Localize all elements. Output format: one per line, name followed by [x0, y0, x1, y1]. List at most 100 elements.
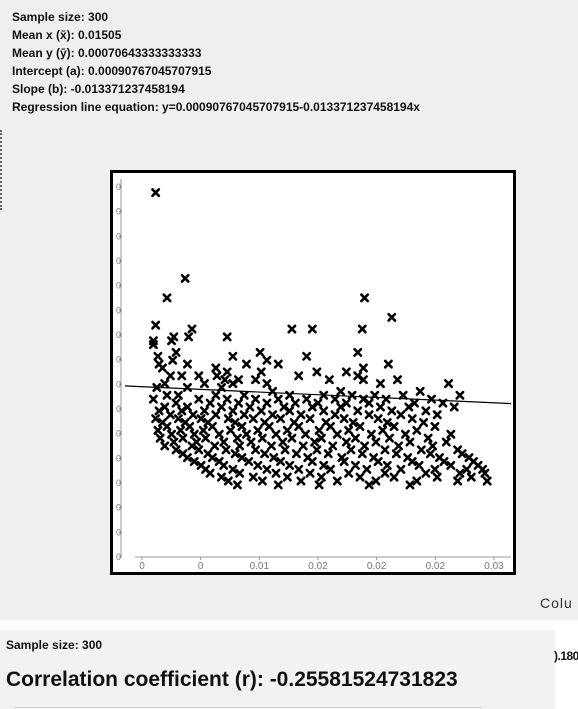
- data-point: [234, 435, 240, 441]
- stats-list: Sample size: 300 Mean x (x̄): 0.01505 Me…: [12, 8, 420, 116]
- mean-y-text: Mean y (ȳ): 0.00070643333333333: [12, 44, 420, 62]
- data-point: [224, 369, 230, 375]
- data-point: [414, 478, 420, 484]
- data-point: [224, 396, 230, 402]
- data-point: [277, 458, 283, 464]
- data-point: [368, 431, 374, 437]
- data-point: [445, 380, 451, 386]
- y-tick-label: 0: [116, 379, 121, 389]
- data-point: [318, 435, 324, 441]
- scatter-plot: 0 0 0 0 0 0 0 0 0 0 0 0 0 0 0 0 0 0 0.01 0.02 0.02 0.02 0.03: [113, 173, 513, 572]
- data-point: [196, 373, 202, 379]
- data-point: [457, 470, 463, 476]
- data-point: [152, 189, 158, 195]
- data-point: [269, 388, 275, 394]
- x-tick-label: 0.02: [426, 561, 446, 572]
- data-point: [377, 380, 383, 386]
- data-point: [247, 404, 253, 410]
- data-point: [234, 482, 240, 488]
- data-point: [448, 462, 454, 468]
- data-point: [155, 353, 161, 359]
- data-point: [173, 400, 179, 406]
- data-point: [201, 408, 207, 414]
- data-point: [332, 396, 338, 402]
- data-point: [255, 427, 261, 433]
- data-point: [468, 474, 474, 480]
- data-point: [292, 400, 298, 406]
- data-point: [241, 412, 247, 418]
- data-point: [464, 466, 470, 472]
- data-point: [359, 326, 365, 332]
- data-point: [239, 454, 245, 460]
- data-point: [434, 412, 440, 418]
- regression-line: [125, 386, 511, 404]
- x-tick-label: 0.03: [484, 561, 504, 572]
- x-tick-label: 0: [139, 561, 145, 572]
- y-tick-label: 0: [116, 355, 121, 365]
- data-point: [162, 380, 168, 386]
- data-point: [230, 466, 236, 472]
- clipped-value-text: ).180: [554, 649, 578, 663]
- data-point: [264, 466, 270, 472]
- data-point: [373, 439, 379, 445]
- data-point: [200, 427, 206, 433]
- data-point: [236, 443, 242, 449]
- data-point: [316, 427, 322, 433]
- data-point: [275, 361, 281, 367]
- data-point: [252, 376, 258, 382]
- data-point: [389, 314, 395, 320]
- data-point: [275, 396, 281, 402]
- data-point: [286, 462, 292, 468]
- data-point: [282, 447, 288, 453]
- data-point: [164, 295, 170, 301]
- data-point: [250, 415, 256, 421]
- data-point: [398, 466, 404, 472]
- data-point: [214, 373, 220, 379]
- data-point: [407, 482, 413, 488]
- data-point: [280, 439, 286, 445]
- data-point: [357, 423, 363, 429]
- data-point: [258, 408, 264, 414]
- data-point: [213, 392, 219, 398]
- data-point: [349, 392, 355, 398]
- data-point: [271, 454, 277, 460]
- data-point: [157, 435, 163, 441]
- data-point: [218, 404, 224, 410]
- data-point: [377, 404, 383, 410]
- x-tick-label: 0.02: [308, 561, 328, 572]
- data-point: [191, 431, 197, 437]
- data-point: [330, 443, 336, 449]
- data-point: [300, 443, 306, 449]
- data-point: [175, 392, 181, 398]
- data-point: [173, 349, 179, 355]
- data-point: [207, 400, 213, 406]
- data-point: [366, 482, 372, 488]
- data-point: [232, 419, 238, 425]
- data-point: [334, 478, 340, 484]
- data-point: [359, 451, 365, 457]
- data-point: [366, 412, 372, 418]
- data-point: [167, 412, 173, 418]
- y-tick-label: 0: [116, 182, 121, 192]
- data-point: [196, 447, 202, 453]
- data-point: [393, 451, 399, 457]
- scatter-plot-frame: 0 0 0 0 0 0 0 0 0 0 0 0 0 0 0 0 0 0 0.01 0.02 0.02 0.02 0.03: [110, 170, 516, 575]
- data-point: [316, 482, 322, 488]
- data-point: [230, 353, 236, 359]
- data-point: [218, 474, 224, 480]
- data-point: [169, 357, 175, 363]
- sample-size-text: Sample size: 300: [12, 8, 420, 26]
- data-point: [296, 373, 302, 379]
- data-point: [273, 431, 279, 437]
- data-point: [309, 326, 315, 332]
- data-point: [385, 361, 391, 367]
- data-point: [307, 415, 313, 421]
- y-tick-label: 0: [116, 503, 121, 513]
- data-point: [191, 458, 197, 464]
- data-point: [409, 415, 415, 421]
- data-point: [171, 439, 177, 445]
- data-point: [289, 326, 295, 332]
- data-point: [384, 419, 390, 425]
- right-column-strip: [555, 630, 578, 709]
- data-point: [164, 392, 170, 398]
